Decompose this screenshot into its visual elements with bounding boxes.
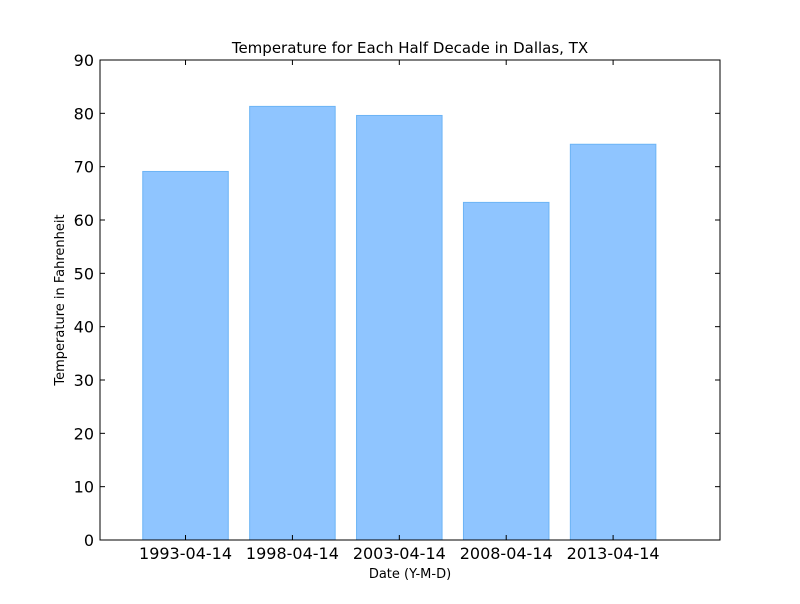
bar-1998-04-14 [249, 105, 336, 541]
y-tick-label: 20 [74, 424, 94, 443]
x-axis-ticks: 1993-04-14 1998-04-14 2003-04-14 2008-04-14… [139, 60, 660, 563]
bar-2003-04-14 [356, 114, 443, 541]
y-tick-label: 80 [74, 104, 94, 123]
plot-area-frame [99, 59, 721, 541]
x-tick-label: 2008-04-14 [460, 544, 553, 563]
y-axis-label: Temperature in Fahrenheit [53, 214, 68, 386]
y-tick-label: 70 [74, 158, 94, 177]
chart-title: Temperature for Each Half Decade in Dall… [231, 39, 588, 57]
bars-group [142, 105, 657, 541]
bar-2013-04-14 [569, 143, 657, 541]
x-tick-label: 1993-04-14 [139, 544, 232, 563]
y-tick-label: 30 [74, 371, 94, 390]
y-axis-ticks: 0 10 20 30 40 50 60 70 80 90 [74, 51, 720, 550]
y-tick-label: 50 [74, 264, 94, 283]
bar-1993-04-14 [142, 170, 229, 541]
y-tick-label: 10 [74, 478, 94, 497]
y-tick-label: 90 [74, 51, 94, 70]
y-tick-label: 60 [74, 211, 94, 230]
x-tick-label: 1998-04-14 [246, 544, 339, 563]
y-tick-label: 40 [74, 318, 94, 337]
bar-2008-04-14 [462, 201, 550, 541]
x-axis-label: Date (Y-M-D) [369, 567, 451, 582]
x-tick-label: 2013-04-14 [567, 544, 660, 563]
x-tick-label: 2003-04-14 [353, 544, 446, 563]
y-tick-label: 0 [84, 531, 94, 550]
